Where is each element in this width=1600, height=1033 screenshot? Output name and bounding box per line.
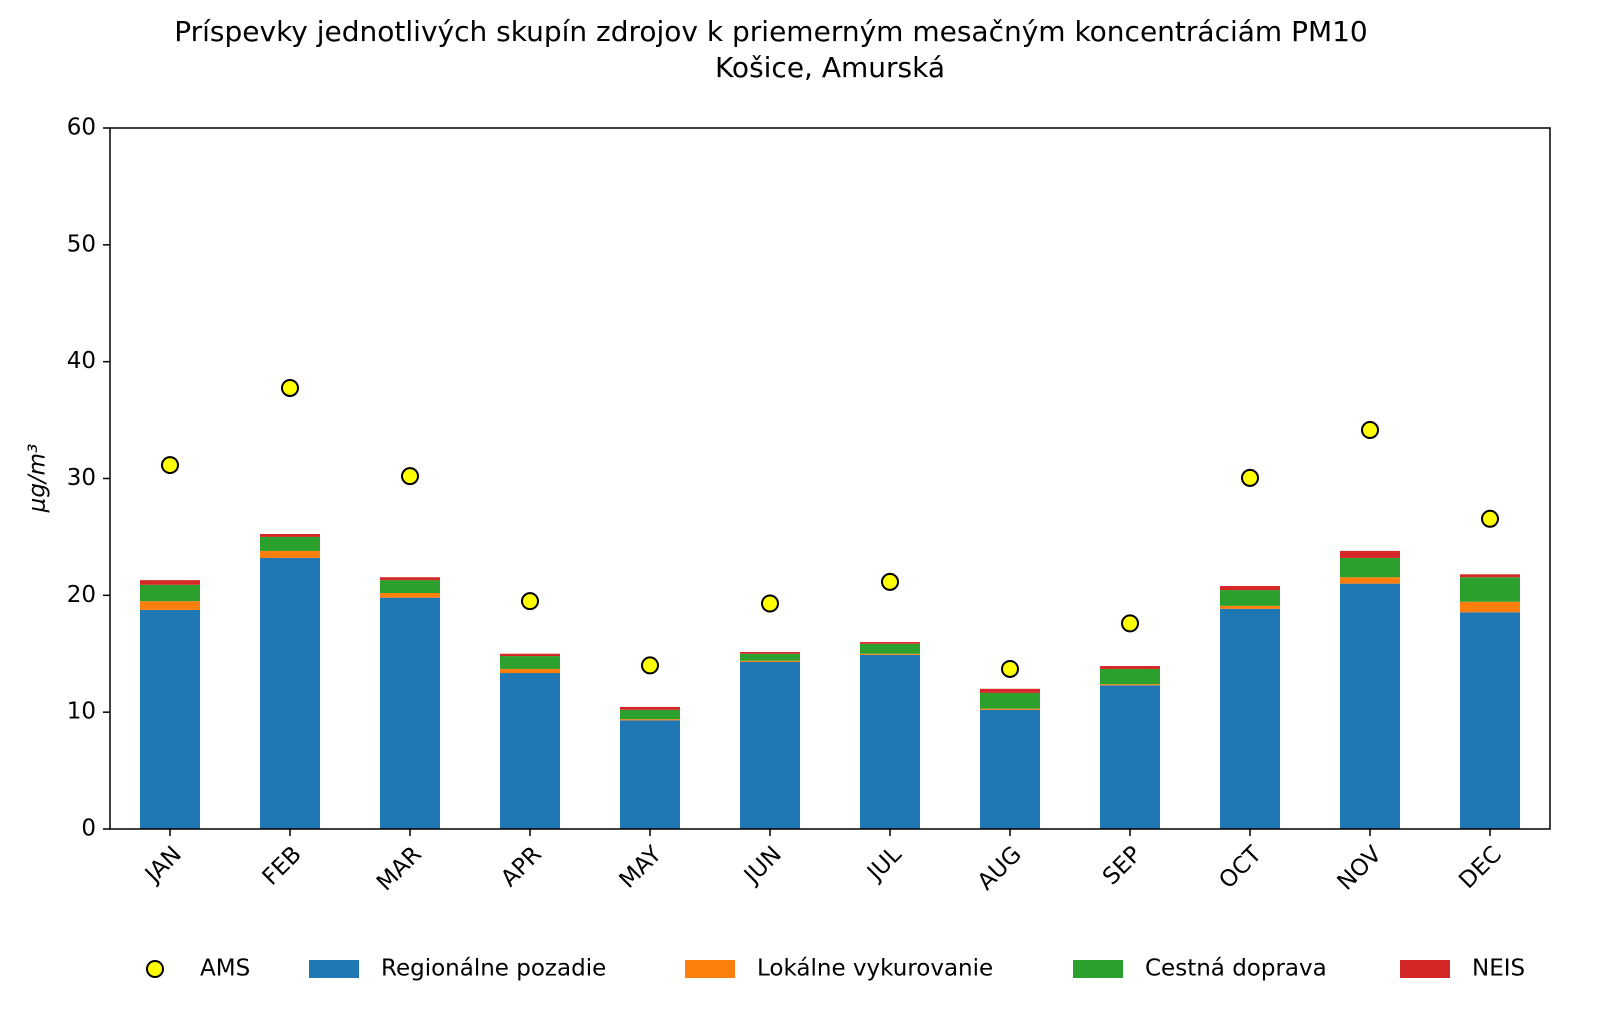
plot-frame — [109, 127, 1551, 830]
bar-segment — [620, 706, 680, 710]
bar-segment — [1220, 590, 1280, 606]
bar-segment — [860, 653, 920, 655]
bar-segment — [1100, 685, 1160, 829]
bar-segment — [260, 550, 320, 558]
bar-segment — [980, 709, 1040, 829]
x-tick-label: JAN — [139, 841, 187, 889]
bar-segment — [740, 661, 800, 829]
legend-swatch — [1073, 960, 1123, 978]
x-tick-label: MAY — [615, 841, 668, 894]
x-tick-label: JUL — [861, 841, 907, 887]
marker — [1001, 659, 1019, 678]
bar-segment — [1340, 557, 1400, 578]
bar-segment — [620, 709, 680, 720]
bar-segment — [380, 580, 440, 593]
bar-segment — [740, 653, 800, 661]
bar-segment — [260, 533, 320, 537]
x-tick-label: JUN — [738, 841, 787, 890]
x-tick-label: SEP — [1098, 841, 1147, 890]
marker — [161, 456, 179, 475]
legend-label: Lokálne vykurovanie — [757, 956, 993, 982]
bar-segment — [140, 580, 200, 585]
marker — [761, 594, 779, 613]
bar-segment — [1460, 574, 1520, 578]
bar-segment — [740, 660, 800, 662]
x-tick-label: FEB — [258, 841, 307, 890]
y-tick-label: 40 — [67, 348, 96, 374]
bar-segment — [620, 719, 680, 721]
bar-segment — [500, 668, 560, 674]
marker — [1241, 468, 1259, 487]
y-tick-label: 20 — [67, 582, 96, 608]
bar-segment — [1460, 612, 1520, 829]
legend-label: NEIS — [1472, 956, 1525, 982]
y-axis-label: μg/m³ — [25, 444, 51, 514]
legend-label: Regionálne pozadie — [381, 956, 606, 982]
bar-segment — [1220, 605, 1280, 609]
x-tick-label: APR — [496, 841, 547, 892]
bar-segment — [620, 720, 680, 829]
bar-segment — [1340, 550, 1400, 558]
bar-segment — [260, 557, 320, 829]
legend-swatch — [1400, 960, 1450, 978]
bar-segment — [1100, 666, 1160, 669]
marker — [1121, 614, 1139, 633]
bar-segment — [1460, 601, 1520, 613]
bar-segment — [980, 692, 1040, 709]
bar-segment — [260, 536, 320, 551]
bar-segment — [380, 592, 440, 598]
y-tick-label: 0 — [81, 816, 96, 842]
chart-title: Príspevky jednotlivých skupín zdrojov k … — [174, 15, 1368, 48]
legend-marker — [146, 960, 164, 978]
legend-label: Cestná doprava — [1145, 956, 1327, 982]
marker — [281, 378, 299, 397]
bar-segment — [1460, 577, 1520, 602]
bar-segment — [1220, 608, 1280, 829]
bar-segment — [1340, 577, 1400, 584]
marker — [1481, 509, 1499, 528]
y-tick-label: 10 — [67, 699, 96, 725]
legend-swatch — [685, 960, 735, 978]
y-tick-label: 50 — [67, 231, 96, 257]
bar-segment — [140, 601, 200, 610]
marker — [401, 467, 419, 486]
x-tick-label: OCT — [1214, 841, 1267, 894]
bar-segment — [500, 673, 560, 829]
marker — [641, 656, 659, 675]
y-tick-label: 30 — [67, 465, 96, 491]
bar-segment — [1100, 668, 1160, 685]
marker — [881, 572, 899, 591]
bar-segment — [500, 653, 560, 657]
bar-segment — [860, 643, 920, 654]
bar-segment — [140, 584, 200, 602]
bar-segment — [1100, 684, 1160, 686]
bar-segment — [860, 642, 920, 644]
y-tick-label: 60 — [67, 115, 96, 141]
x-tick-label: MAR — [372, 841, 427, 896]
bar-segment — [380, 597, 440, 829]
bar-segment — [980, 688, 1040, 693]
legend-swatch — [309, 960, 359, 978]
x-tick-label: AUG — [973, 841, 1027, 895]
bar-segment — [740, 651, 800, 654]
bar-segment — [1340, 583, 1400, 829]
x-tick-label: NOV — [1333, 841, 1387, 895]
legend-label: AMS — [200, 956, 250, 982]
bar-segment — [1220, 585, 1280, 591]
marker — [521, 592, 539, 611]
x-tick-label: DEC — [1454, 841, 1507, 894]
bar-segment — [140, 609, 200, 829]
bar-segment — [980, 708, 1040, 710]
chart-subtitle: Košice, Amurská — [715, 51, 945, 84]
bar-segment — [380, 577, 440, 581]
marker — [1361, 421, 1379, 440]
bar-segment — [860, 654, 920, 829]
bar-segment — [500, 656, 560, 669]
